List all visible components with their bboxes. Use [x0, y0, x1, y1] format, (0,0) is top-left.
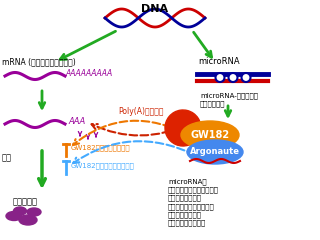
Text: GW182: GW182 — [190, 130, 229, 140]
Text: microRNA-タンパク質
複合体の形成: microRNA-タンパク質 複合体の形成 — [200, 92, 258, 107]
Text: microRNA: microRNA — [198, 58, 240, 66]
Circle shape — [228, 73, 237, 82]
Text: mRNA (タンパク質の設計図): mRNA (タンパク質の設計図) — [2, 58, 76, 66]
Ellipse shape — [19, 215, 37, 225]
Text: AAAAAAAAA: AAAAAAAAA — [65, 70, 112, 78]
Text: AAA: AAA — [68, 118, 85, 126]
Text: 翻訳: 翻訳 — [2, 154, 12, 162]
Text: タンパク質: タンパク質 — [12, 197, 37, 206]
Ellipse shape — [6, 211, 22, 221]
Ellipse shape — [181, 121, 239, 149]
Text: DNA: DNA — [141, 4, 169, 14]
Ellipse shape — [13, 207, 27, 215]
Text: Argonaute: Argonaute — [190, 148, 240, 156]
Wedge shape — [165, 110, 201, 146]
Text: Poly(A)鎖の分解: Poly(A)鎖の分解 — [118, 108, 164, 116]
Text: GW182を介した翻訳抑制: GW182を介した翻訳抑制 — [71, 145, 131, 151]
Circle shape — [242, 73, 251, 82]
Text: microRNAは
複数の異なる機構を介して
標的遺伝子からの
タンパク質発現を抑制し
発生や癌化などを
綻密に制御している: microRNAは 複数の異なる機構を介して 標的遺伝子からの タンパク質発現を… — [168, 178, 219, 226]
Ellipse shape — [187, 140, 243, 164]
Circle shape — [215, 73, 225, 82]
Text: GW182非依存的な翻訳抑制: GW182非依存的な翻訳抑制 — [71, 163, 135, 169]
Ellipse shape — [27, 208, 41, 216]
